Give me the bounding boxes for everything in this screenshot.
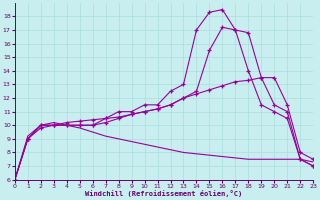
X-axis label: Windchill (Refroidissement éolien,°C): Windchill (Refroidissement éolien,°C) [85,190,243,197]
